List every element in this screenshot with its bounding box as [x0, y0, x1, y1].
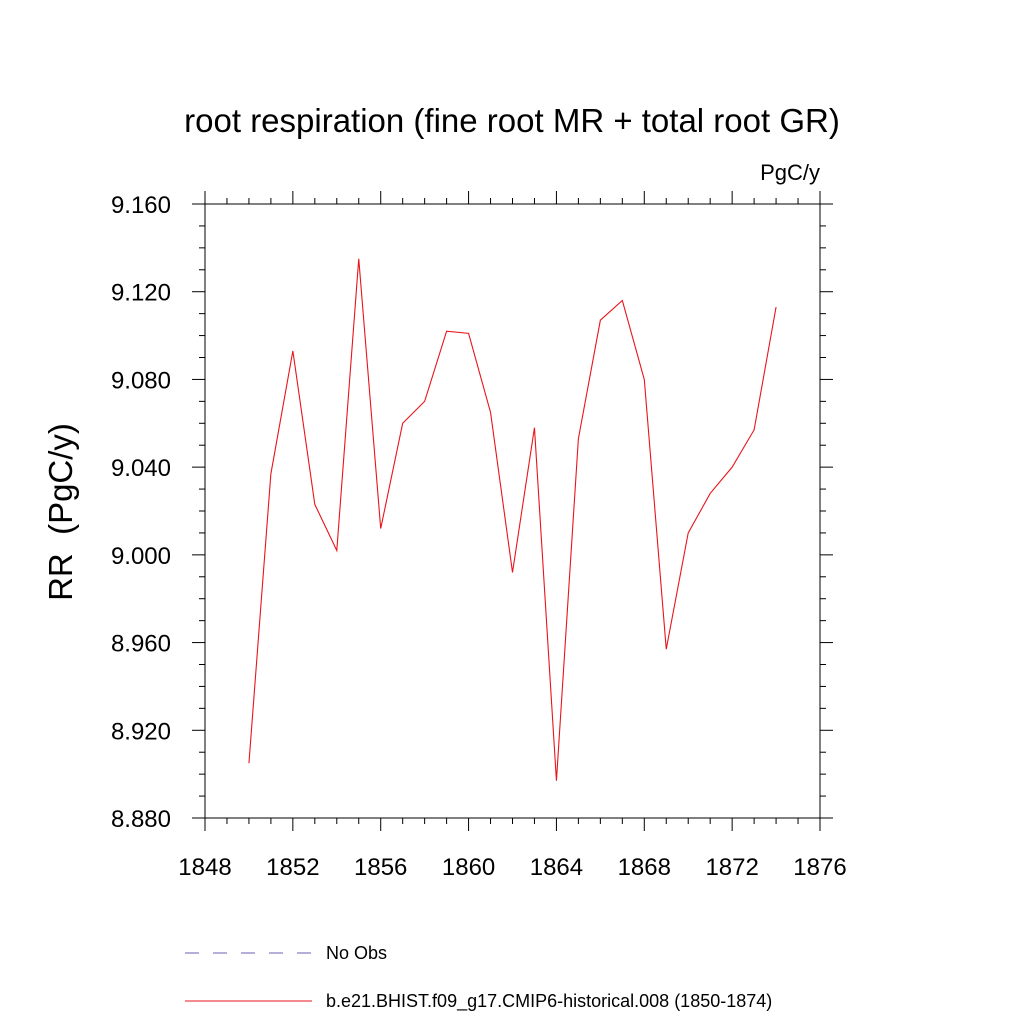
x-tick-label: 1868: [618, 854, 671, 881]
legend-label-1: b.e21.BHIST.f09_g17.CMIP6-historical.008…: [326, 991, 772, 1012]
x-tick-label: 1872: [705, 854, 758, 881]
x-tick-label: 1848: [178, 854, 231, 881]
x-tick-label: 1860: [442, 854, 495, 881]
chart-title: root respiration (fine root MR + total r…: [184, 102, 840, 139]
plot-frame: [204, 203, 821, 819]
y-tick-label: 8.920: [111, 718, 171, 745]
y-tick-label: 9.080: [111, 367, 171, 394]
y-axis: 8.880 8.920 8.960 9.000 9.040 9.080 9.120 9.160: [111, 192, 833, 833]
x-axis: 1848 1852 1856 1860 1864 1868 1872 1876: [178, 191, 847, 881]
legend: No Obs b.e21.BHIST.f09_g17.CMIP6-historic…: [185, 943, 772, 1012]
y-tick-label: 9.040: [111, 455, 171, 482]
series-layer: [248, 258, 777, 781]
y-tick-label: 8.960: [111, 631, 171, 658]
y-tick-label: 9.000: [111, 543, 171, 570]
units-label: PgC/y: [760, 160, 820, 185]
x-tick-label: 1876: [793, 854, 846, 881]
x-tick-label: 1856: [354, 854, 407, 881]
y-tick-label: 9.120: [111, 280, 171, 307]
y-tick-label: 8.880: [111, 806, 171, 833]
x-tick-label: 1852: [266, 854, 319, 881]
x-tick-label: 1864: [530, 854, 583, 881]
series-line-0: [248, 258, 777, 781]
y-axis-label: RR (PgC/y): [42, 423, 79, 601]
legend-label-0: No Obs: [326, 943, 387, 963]
y-tick-label: 9.160: [111, 192, 171, 219]
